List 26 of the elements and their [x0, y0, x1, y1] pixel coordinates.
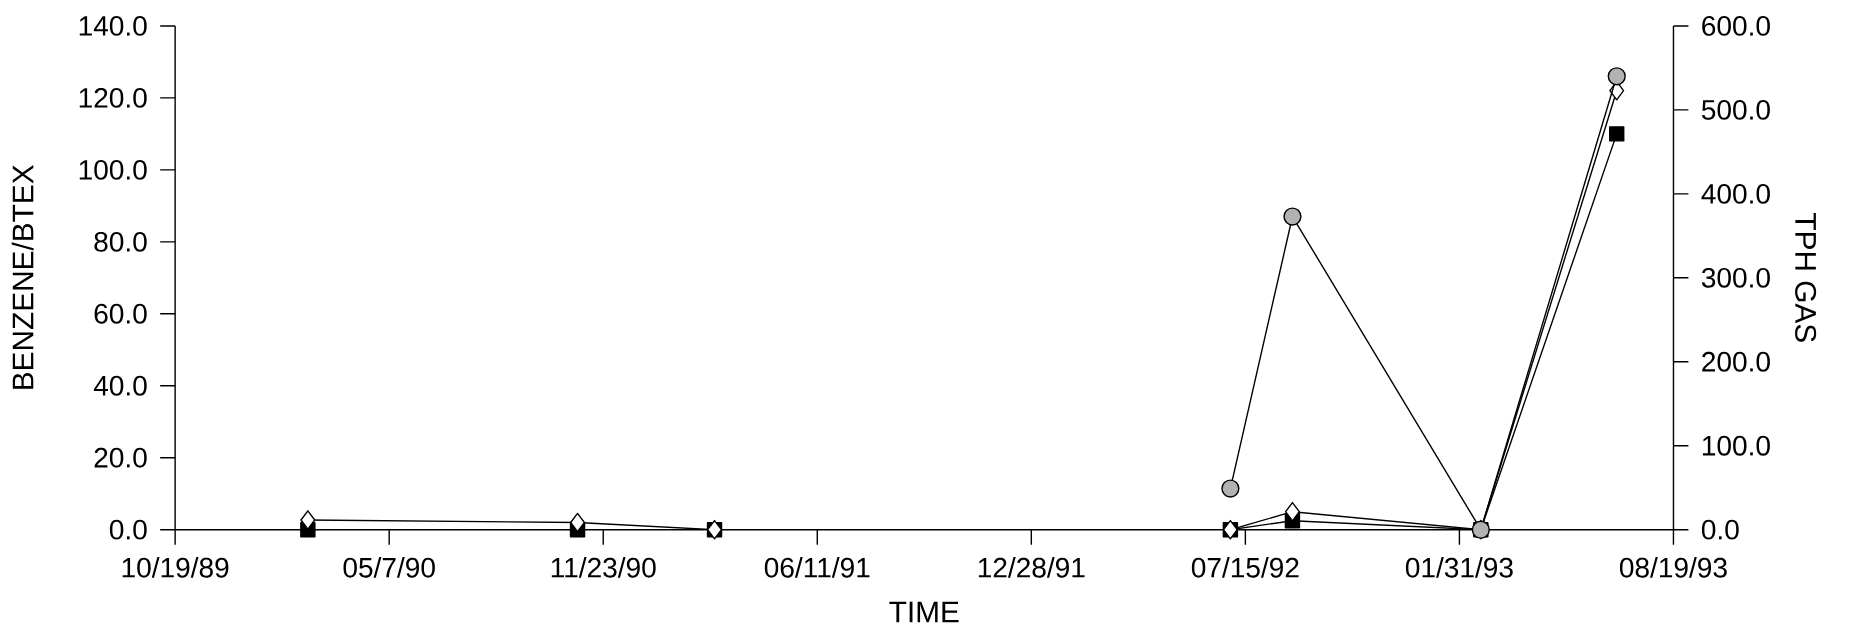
y-tick-label: 120.0 — [79, 88, 147, 108]
y-tick-label: 100.0 — [79, 159, 147, 180]
y-tick-label: 40.0 — [93, 375, 147, 396]
y2-tick-label: 200.0 — [1702, 351, 1770, 372]
x-axis-title: TIME — [889, 601, 959, 623]
y-tick-label: 140.0 — [79, 16, 147, 36]
x-tick-label: 07/15/92 — [1191, 557, 1299, 578]
x-tick-label: 05/7/90 — [343, 557, 435, 578]
y2-tick-label: 300.0 — [1701, 267, 1770, 288]
y-tick-label: 80.0 — [94, 231, 147, 252]
x-tick-label: 10/19/89 — [122, 557, 229, 578]
x-tick-label: 01/31/93 — [1405, 557, 1513, 578]
y2-tick-label: 600.0 — [1702, 16, 1770, 36]
y2-tick-label: 0.0 — [1701, 519, 1739, 540]
x-tick-label: 06/11/91 — [764, 557, 870, 578]
y2-tick-label: 500.0 — [1701, 100, 1770, 120]
y-tick-label: 20.0 — [94, 447, 147, 468]
y-tick-label: 60.0 — [94, 303, 147, 324]
x-tick-label: 11/23/90 — [551, 557, 656, 578]
y-tick-label: 0.0 — [109, 519, 147, 540]
y-axis-title: BENZENE/BTEX — [11, 165, 34, 389]
y2-tick-label: 100.0 — [1702, 435, 1770, 456]
x-tick-label: 08/19/93 — [1619, 557, 1727, 578]
x-tick-label: 12/28/91 — [978, 557, 1085, 578]
y2-tick-label: 400.0 — [1701, 183, 1770, 204]
y2-axis-title: TPH GAS — [1795, 213, 1817, 342]
